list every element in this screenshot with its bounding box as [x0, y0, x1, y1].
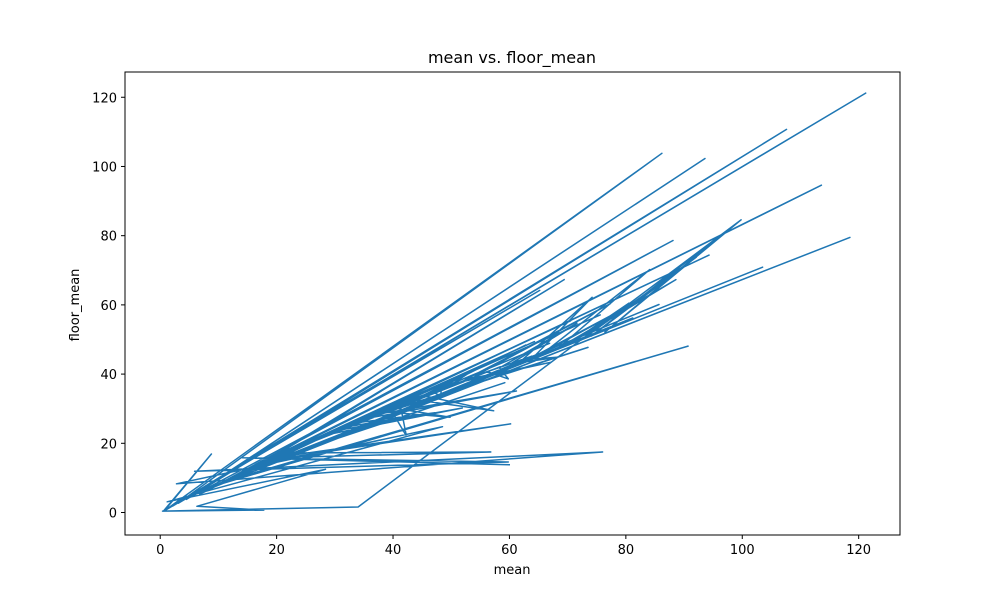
y-tick-label: 20	[100, 437, 117, 452]
x-tick-label: 40	[385, 543, 402, 558]
x-tick-label: 120	[846, 543, 871, 558]
x-axis-label: mean	[494, 563, 531, 578]
y-tick-label: 0	[109, 507, 117, 522]
y-tick-label: 40	[100, 368, 117, 383]
x-tick-label: 100	[730, 543, 755, 558]
y-tick-label: 120	[92, 91, 117, 106]
y-tick-label: 60	[100, 299, 117, 314]
x-tick-label: 0	[156, 543, 164, 558]
y-tick-label: 80	[100, 230, 117, 245]
axes-frame	[124, 71, 901, 536]
axes: 0 20 40 60 80 100 120 0 20 40 60 80 100 120	[92, 71, 901, 558]
y-tick-label: 100	[92, 160, 117, 175]
x-tick-label: 80	[618, 543, 635, 558]
series-line-0	[161, 92, 867, 512]
x-tick-label: 60	[501, 543, 518, 558]
x-tick-label: 20	[268, 543, 285, 558]
chart-title: mean vs. floor_mean	[428, 48, 596, 68]
y-axis-label: floor_mean	[68, 269, 83, 342]
plot-area	[161, 92, 867, 512]
